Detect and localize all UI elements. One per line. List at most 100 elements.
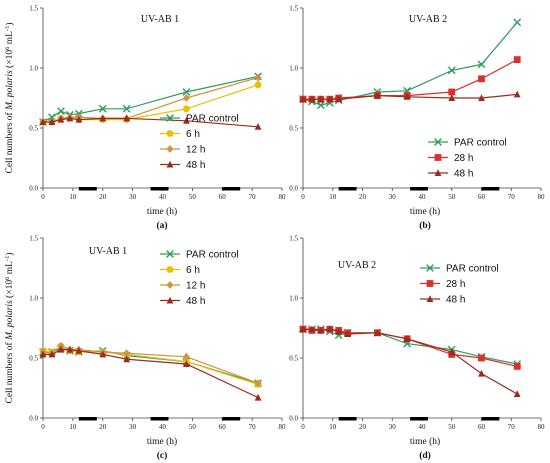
y-tick-label: 1.5 xyxy=(29,235,38,243)
data-point xyxy=(183,105,190,113)
data-point xyxy=(57,107,65,116)
data-point xyxy=(513,56,521,63)
x-tick-label: 20 xyxy=(359,423,367,431)
data-point xyxy=(478,354,485,362)
x-tick-label: 50 xyxy=(448,193,456,201)
data-point xyxy=(478,75,485,83)
panel-b: 0.0 0.5 1.0 1.5 0 10 20 30 40 50 60 70 80 UV-AB 2 time… xyxy=(289,5,545,232)
data-point xyxy=(183,360,190,367)
data-point xyxy=(254,123,262,130)
x-tick-label: 40 xyxy=(159,193,167,201)
x-tick-label: 10 xyxy=(329,423,337,431)
panel-caption: (c) xyxy=(157,450,168,461)
dark-period-bar xyxy=(481,417,500,421)
legend-entry: 48 h xyxy=(420,295,465,306)
data-point xyxy=(48,350,56,358)
legend-entry: 48 h xyxy=(428,169,473,180)
legend-label: 48 h xyxy=(186,296,205,307)
series-line xyxy=(303,93,518,100)
panel-caption: (b) xyxy=(419,220,431,231)
legend-marker xyxy=(426,264,434,272)
legend-label: 12 h xyxy=(186,145,205,156)
data-point xyxy=(66,114,74,122)
x-tick-label: 20 xyxy=(359,193,367,201)
x-tick-label: 0 xyxy=(301,193,305,201)
data-point xyxy=(254,379,262,388)
legend-entry: PAR control xyxy=(160,250,239,261)
legend-entry: 48 h xyxy=(160,296,205,307)
y-tick-label: 0.5 xyxy=(289,355,298,363)
dark-period-bar xyxy=(222,417,241,421)
data-point xyxy=(99,350,107,358)
data-point xyxy=(75,115,83,123)
data-point xyxy=(448,94,456,101)
x-tick-label: 50 xyxy=(189,423,197,431)
x-tick-label: 30 xyxy=(129,423,137,431)
dark-period-bar xyxy=(78,417,97,421)
x-axis-label: time (h) xyxy=(147,206,177,217)
legend-label: 6 h xyxy=(186,265,200,276)
y-tick-label: 0.5 xyxy=(29,125,38,133)
data-point xyxy=(308,325,316,333)
data-point xyxy=(66,345,74,353)
data-point xyxy=(39,118,47,125)
data-point xyxy=(403,335,411,342)
legend-marker xyxy=(434,154,442,161)
legend-marker xyxy=(426,280,434,287)
x-axis-label: time (h) xyxy=(410,206,440,217)
legend-entry: 6 h xyxy=(160,129,200,140)
x-tick-label: 0 xyxy=(41,193,45,201)
x-tick-label: 50 xyxy=(448,423,456,431)
x-axis-label: time (h) xyxy=(147,436,177,447)
data-point xyxy=(254,81,262,89)
x-tick-label: 80 xyxy=(538,193,546,201)
data-point xyxy=(182,88,191,96)
legend-label: 28 h xyxy=(446,279,465,290)
y-tick-label: 1.0 xyxy=(289,295,298,303)
legend-label: PAR control xyxy=(186,114,239,125)
y-tick-label: 1.5 xyxy=(289,5,298,13)
data-point xyxy=(477,60,486,69)
y-tick-label: 0.0 xyxy=(289,185,298,193)
dark-period-bar xyxy=(150,417,169,421)
data-point xyxy=(299,325,307,333)
data-point xyxy=(335,95,343,103)
panel-title: UV-AB 1 xyxy=(141,14,179,25)
x-tick-label: 50 xyxy=(189,193,197,201)
legend-entry: 6 h xyxy=(160,265,200,276)
x-tick-label: 70 xyxy=(249,423,257,431)
legend-marker xyxy=(434,138,442,146)
data-point xyxy=(123,349,131,358)
data-point xyxy=(448,88,456,96)
legend-label: PAR control xyxy=(186,250,239,261)
data-point xyxy=(299,95,307,103)
x-tick-label: 70 xyxy=(508,193,516,201)
x-tick-label: 60 xyxy=(478,193,486,201)
data-point xyxy=(48,118,56,125)
y-axis-label-top: Cell numbers of M. polaris (×106 mL-1) xyxy=(4,22,15,173)
legend-entry: 48 h xyxy=(160,160,205,171)
x-tick-label: 40 xyxy=(419,423,427,431)
panel-title: UV-AB 2 xyxy=(409,14,447,25)
legend-label: 6 h xyxy=(186,129,200,140)
series-line xyxy=(302,328,518,367)
panel-caption: (a) xyxy=(156,220,167,231)
legend-marker xyxy=(166,160,174,168)
legend-label: 12 h xyxy=(186,281,205,292)
data-point xyxy=(99,114,107,122)
legend-marker xyxy=(166,130,174,137)
x-tick-label: 60 xyxy=(219,423,227,431)
panel-title: UV-AB 1 xyxy=(89,246,127,257)
data-point xyxy=(478,94,485,101)
x-tick-label: 80 xyxy=(538,423,546,431)
data-point xyxy=(123,355,131,363)
x-tick-label: 10 xyxy=(69,423,77,431)
y-axis-label-bottom: Cell numbers of M. polaris (×106 mL-1) xyxy=(4,252,15,403)
data-point xyxy=(448,348,456,355)
data-point xyxy=(478,369,485,377)
data-point xyxy=(39,350,47,358)
data-point xyxy=(75,347,83,354)
x-tick-label: 40 xyxy=(159,423,167,431)
dark-period-bar xyxy=(338,417,357,421)
